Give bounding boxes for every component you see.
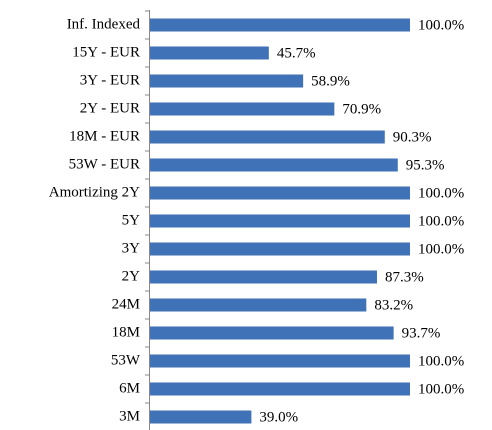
category-label: 2Y - EUR bbox=[80, 100, 140, 116]
category-label: 5Y bbox=[122, 212, 141, 228]
bar bbox=[150, 18, 410, 32]
bar bbox=[150, 46, 269, 60]
value-label: 90.3% bbox=[393, 129, 432, 145]
bar bbox=[150, 382, 410, 396]
bar bbox=[150, 74, 304, 88]
bar bbox=[150, 410, 252, 424]
bar bbox=[150, 242, 410, 256]
value-label: 100.0% bbox=[418, 17, 464, 33]
category-label: 3Y - EUR bbox=[80, 72, 140, 88]
value-label: 45.7% bbox=[277, 45, 316, 61]
value-label: 100.0% bbox=[418, 185, 464, 201]
category-label: 24M bbox=[112, 296, 140, 312]
value-label: 100.0% bbox=[418, 213, 464, 229]
category-label: Inf. Indexed bbox=[67, 16, 141, 32]
category-label: 18M - EUR bbox=[69, 128, 140, 144]
value-label: 93.7% bbox=[402, 325, 441, 341]
value-label: 58.9% bbox=[311, 73, 350, 89]
category-label: 6M bbox=[119, 380, 140, 396]
category-label: 3M bbox=[119, 408, 140, 424]
value-label: 95.3% bbox=[406, 157, 445, 173]
bar bbox=[150, 102, 335, 116]
value-label: 83.2% bbox=[374, 297, 413, 313]
category-label: 2Y bbox=[122, 268, 141, 284]
category-label: 3Y bbox=[122, 240, 141, 256]
category-label: 53W - EUR bbox=[69, 156, 140, 172]
bar bbox=[150, 130, 385, 144]
category-label: 53W bbox=[111, 352, 141, 368]
bar bbox=[150, 326, 394, 340]
bar bbox=[150, 298, 367, 312]
value-label: 100.0% bbox=[418, 241, 464, 257]
category-label: 15Y - EUR bbox=[72, 44, 140, 60]
value-label: 100.0% bbox=[418, 353, 464, 369]
category-label: Amortizing 2Y bbox=[49, 184, 140, 200]
value-label: 87.3% bbox=[385, 269, 424, 285]
category-label: 18M bbox=[112, 324, 140, 340]
value-label: 70.9% bbox=[342, 101, 381, 117]
value-label: 100.0% bbox=[418, 381, 464, 397]
bar bbox=[150, 270, 377, 284]
bar bbox=[150, 354, 410, 368]
bar bbox=[150, 214, 410, 228]
value-label: 39.0% bbox=[259, 409, 298, 425]
bar bbox=[150, 186, 410, 200]
bar bbox=[150, 158, 398, 172]
